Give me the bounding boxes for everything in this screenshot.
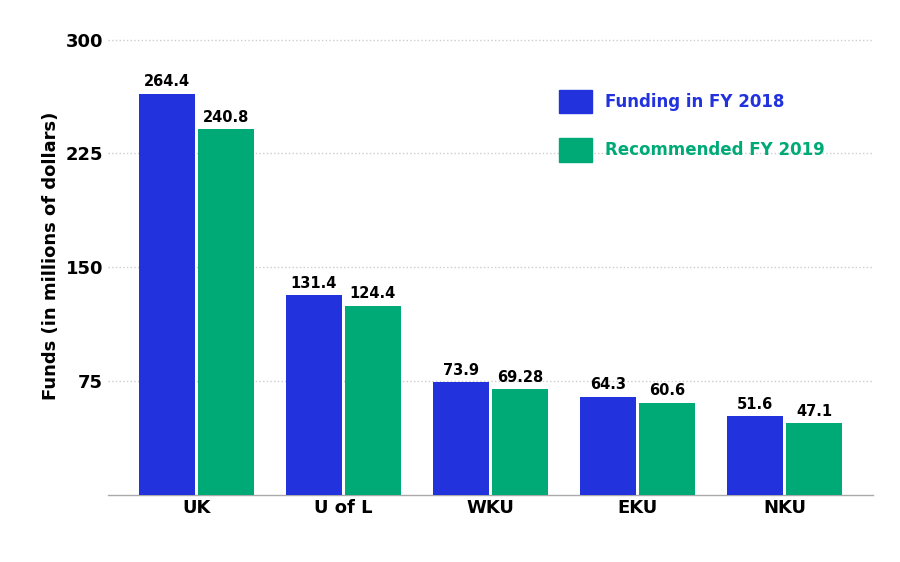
Bar bbox=[433, 383, 489, 495]
Bar bbox=[345, 306, 400, 495]
Bar bbox=[727, 416, 783, 495]
Bar bbox=[198, 129, 254, 495]
Text: 240.8: 240.8 bbox=[202, 110, 249, 125]
Text: 124.4: 124.4 bbox=[350, 287, 396, 301]
Bar bbox=[139, 94, 194, 495]
Bar bbox=[639, 402, 695, 495]
Text: 64.3: 64.3 bbox=[590, 378, 626, 392]
Bar bbox=[286, 295, 342, 495]
Text: 131.4: 131.4 bbox=[291, 276, 338, 291]
Text: 69.28: 69.28 bbox=[497, 370, 543, 385]
Bar bbox=[787, 423, 842, 495]
Bar bbox=[492, 389, 548, 495]
Text: 73.9: 73.9 bbox=[443, 363, 479, 378]
Legend: Funding in FY 2018, Recommended FY 2019: Funding in FY 2018, Recommended FY 2019 bbox=[542, 73, 842, 179]
Bar bbox=[580, 397, 636, 495]
Text: 60.6: 60.6 bbox=[649, 383, 685, 398]
Text: 47.1: 47.1 bbox=[796, 404, 832, 419]
Text: 264.4: 264.4 bbox=[144, 74, 190, 89]
Y-axis label: Funds (in millions of dollars): Funds (in millions of dollars) bbox=[42, 111, 60, 400]
Text: 51.6: 51.6 bbox=[737, 397, 773, 412]
